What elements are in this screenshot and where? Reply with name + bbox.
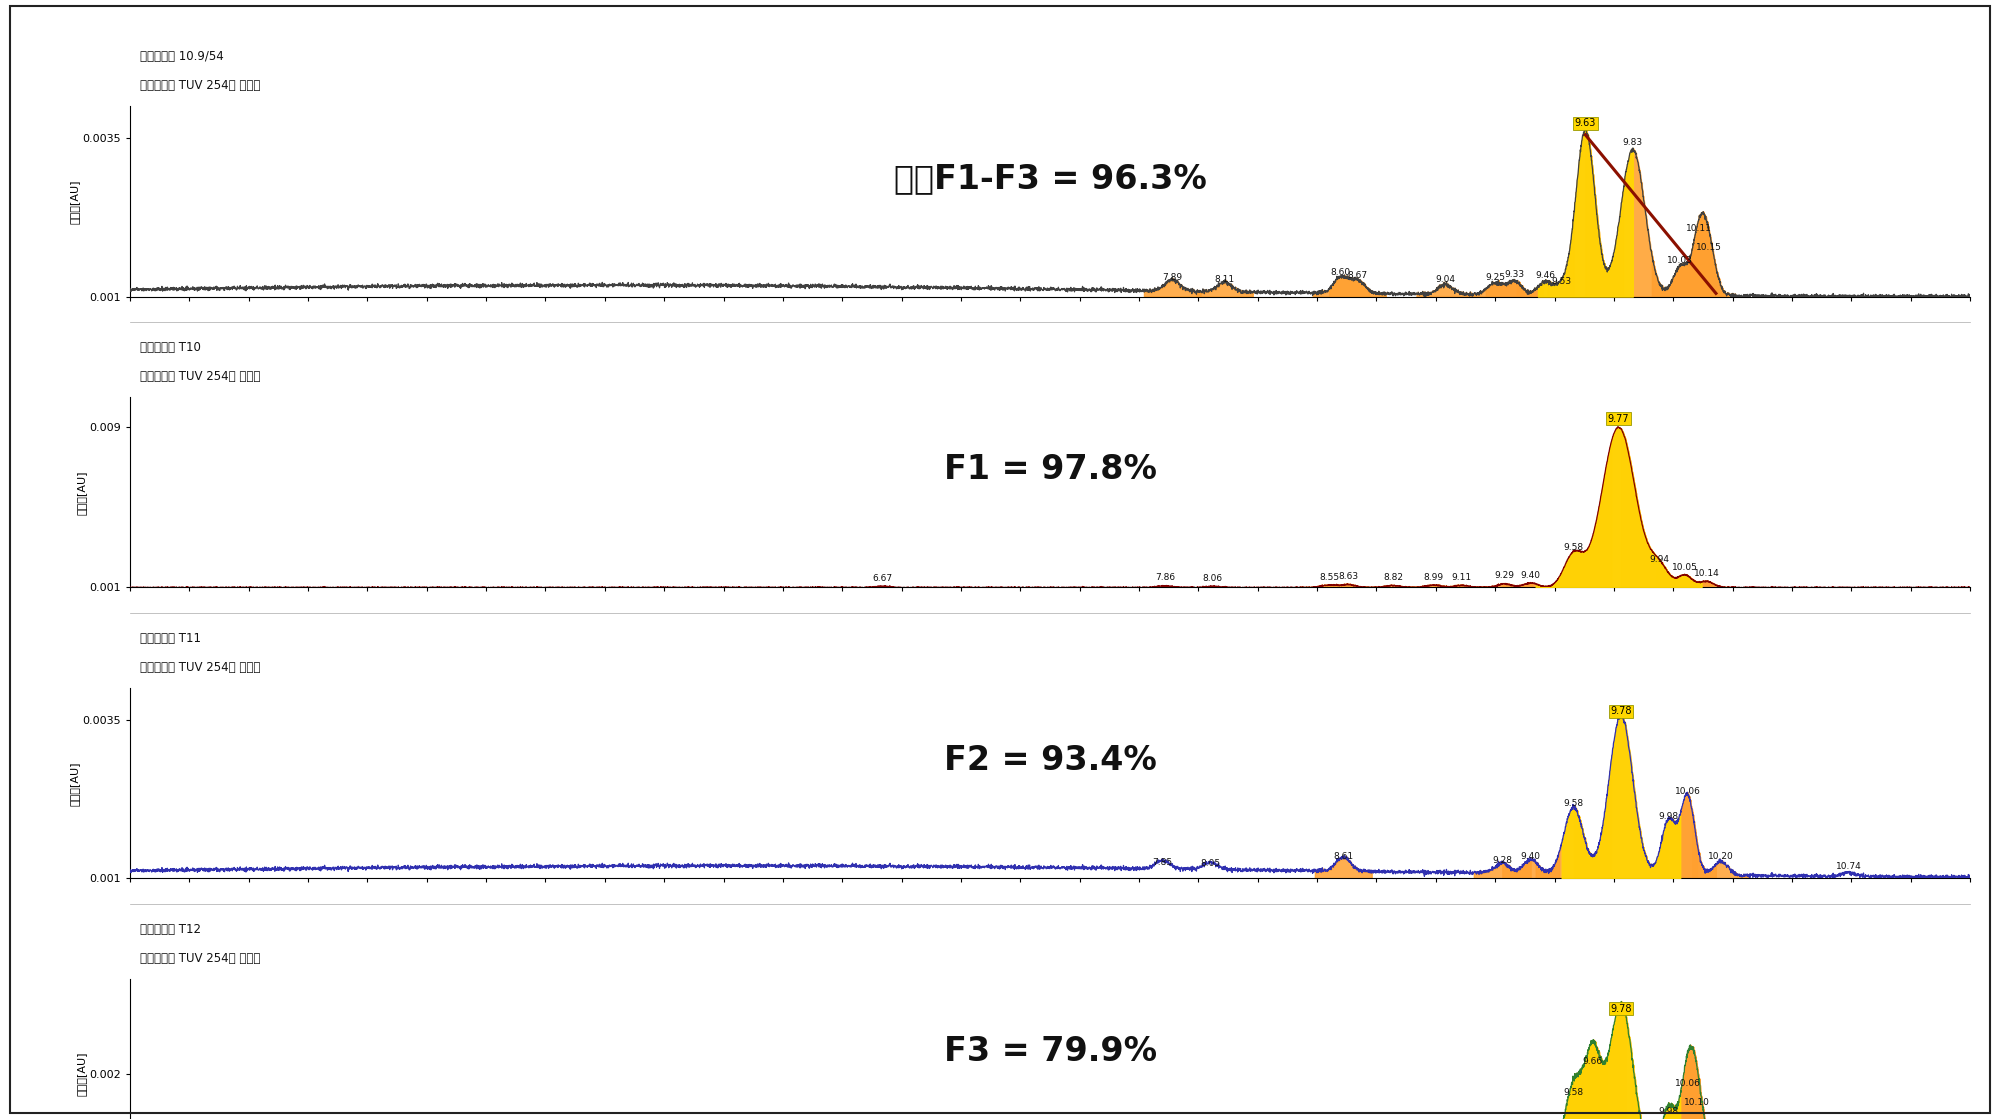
Text: 9.40: 9.40 — [1520, 852, 1540, 861]
Text: 8.61: 8.61 — [1334, 852, 1354, 861]
Text: 9.53: 9.53 — [1552, 276, 1572, 285]
Text: 9.63: 9.63 — [1574, 119, 1596, 129]
Y-axis label: 吸光度[AU]: 吸光度[AU] — [70, 179, 80, 224]
Text: 8.60: 8.60 — [1330, 269, 1350, 278]
Text: 9.11: 9.11 — [1452, 573, 1472, 582]
Text: 10.10: 10.10 — [1684, 1098, 1710, 1107]
Text: 9.78: 9.78 — [1610, 706, 1632, 716]
Text: 10.05: 10.05 — [1672, 563, 1698, 572]
Text: 9.33: 9.33 — [1504, 270, 1524, 279]
Text: 9.78: 9.78 — [1610, 1004, 1632, 1014]
Text: 9.46: 9.46 — [1536, 272, 1556, 281]
Text: 条目名称： T10: 条目名称： T10 — [140, 341, 200, 355]
Text: 9.58: 9.58 — [1564, 1089, 1584, 1098]
Text: 8.82: 8.82 — [1384, 573, 1404, 582]
Text: 合并F1-F3 = 96.3%: 合并F1-F3 = 96.3% — [894, 162, 1206, 195]
Text: 9.04: 9.04 — [1436, 274, 1456, 283]
Text: 10.14: 10.14 — [1694, 570, 1720, 579]
Text: 9.58: 9.58 — [1564, 543, 1584, 552]
Y-axis label: 吸光度[AU]: 吸光度[AU] — [70, 761, 80, 806]
Text: 8.06: 8.06 — [1202, 574, 1222, 583]
Text: 7.89: 7.89 — [1162, 273, 1182, 282]
Text: 10.03: 10.03 — [1668, 255, 1694, 264]
Text: 9.58: 9.58 — [1564, 799, 1584, 808]
Text: 7.86: 7.86 — [1156, 573, 1176, 583]
Text: 通道名称： TUV 254： 已积分: 通道名称： TUV 254： 已积分 — [140, 661, 260, 675]
Text: F3 = 79.9%: F3 = 79.9% — [944, 1035, 1156, 1068]
Text: 条目名称： T12: 条目名称： T12 — [140, 923, 200, 937]
Text: 10.06: 10.06 — [1674, 787, 1700, 796]
Text: 9.94: 9.94 — [1648, 555, 1668, 564]
Text: 9.98: 9.98 — [1658, 812, 1678, 821]
Text: 7.85: 7.85 — [1152, 858, 1172, 867]
Text: 10.11: 10.11 — [1686, 224, 1712, 233]
Text: 9.83: 9.83 — [1622, 139, 1642, 148]
Text: 条目名称： T11: 条目名称： T11 — [140, 632, 200, 646]
Text: 9.66: 9.66 — [1582, 1057, 1602, 1066]
Text: 9.77: 9.77 — [1608, 414, 1630, 424]
Y-axis label: 吸光度[AU]: 吸光度[AU] — [76, 1052, 86, 1097]
Text: 10.06: 10.06 — [1674, 1079, 1700, 1088]
Text: 8.55: 8.55 — [1318, 573, 1340, 582]
Text: 9.98: 9.98 — [1658, 1108, 1678, 1117]
Text: 10.15: 10.15 — [1696, 243, 1722, 252]
Text: 8.63: 8.63 — [1338, 572, 1358, 581]
Text: 9.28: 9.28 — [1492, 856, 1512, 865]
Text: 通道名称： TUV 254： 已积分: 通道名称： TUV 254： 已积分 — [140, 952, 260, 966]
Text: 通道名称： TUV 254： 已积分: 通道名称： TUV 254： 已积分 — [140, 79, 260, 93]
Text: 8.67: 8.67 — [1348, 272, 1368, 281]
Text: 9.25: 9.25 — [1486, 273, 1506, 282]
Text: 10.74: 10.74 — [1836, 862, 1862, 872]
Text: 9.29: 9.29 — [1494, 572, 1514, 581]
Text: 6.67: 6.67 — [872, 574, 892, 583]
Text: 条目名称： 10.9/54: 条目名称： 10.9/54 — [140, 50, 224, 64]
Text: 8.99: 8.99 — [1424, 573, 1444, 582]
Text: 9.40: 9.40 — [1520, 571, 1540, 580]
Text: 8.05: 8.05 — [1200, 859, 1220, 868]
Text: F2 = 93.4%: F2 = 93.4% — [944, 744, 1156, 777]
Text: 8.11: 8.11 — [1214, 274, 1234, 283]
Text: 10.20: 10.20 — [1708, 852, 1734, 861]
Text: 通道名称： TUV 254： 已积分: 通道名称： TUV 254： 已积分 — [140, 370, 260, 384]
Text: F1 = 97.8%: F1 = 97.8% — [944, 453, 1156, 486]
Y-axis label: 吸光度[AU]: 吸光度[AU] — [76, 470, 86, 515]
